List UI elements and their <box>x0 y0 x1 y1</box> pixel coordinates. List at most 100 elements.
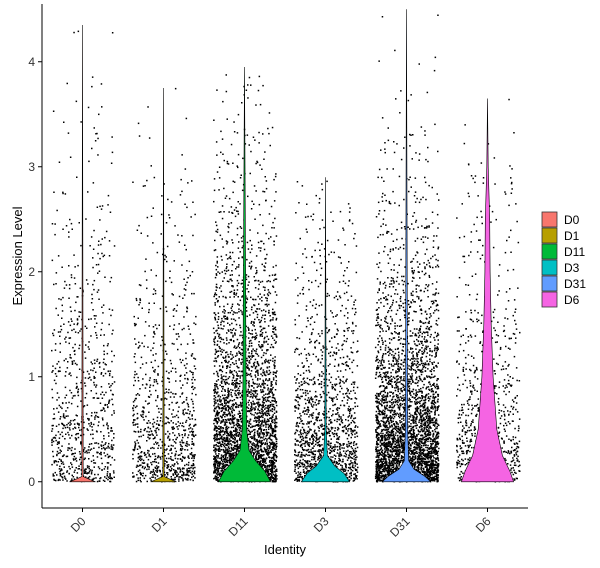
data-point <box>182 442 184 444</box>
data-point <box>182 409 184 411</box>
data-point <box>319 255 321 257</box>
data-point <box>193 472 196 475</box>
data-point <box>167 391 170 394</box>
data-point <box>256 444 258 446</box>
data-point <box>257 89 260 92</box>
data-point <box>65 455 68 458</box>
data-point <box>262 84 264 87</box>
data-point <box>90 361 92 363</box>
data-point <box>233 131 236 133</box>
data-point <box>259 437 262 439</box>
data-point <box>263 394 265 396</box>
data-point <box>217 379 220 381</box>
data-point <box>268 406 271 409</box>
data-point <box>256 398 258 401</box>
data-point <box>170 469 172 472</box>
data-point <box>217 455 219 457</box>
data-point <box>67 321 70 323</box>
data-point <box>71 320 73 322</box>
data-point <box>264 437 267 440</box>
data-point <box>169 438 171 441</box>
data-point <box>235 432 237 434</box>
data-point <box>347 430 349 432</box>
data-point <box>266 440 268 442</box>
data-point <box>103 350 105 353</box>
data-point <box>61 473 64 475</box>
data-point <box>253 185 256 187</box>
data-point <box>110 389 112 392</box>
data-point <box>73 350 75 352</box>
data-point <box>262 414 264 416</box>
data-point <box>100 409 102 412</box>
jitter-points <box>51 14 521 483</box>
data-point <box>174 367 177 370</box>
data-point <box>64 427 67 429</box>
data-point <box>148 402 150 404</box>
data-point <box>264 399 266 401</box>
data-point <box>113 472 115 474</box>
data-point <box>135 397 137 400</box>
data-point <box>263 447 265 449</box>
data-point <box>266 253 268 256</box>
data-point <box>96 132 98 135</box>
data-point <box>215 350 217 353</box>
data-point <box>233 424 235 427</box>
data-point <box>69 437 71 439</box>
data-point <box>178 241 181 243</box>
data-point <box>220 290 223 293</box>
data-point <box>63 466 65 468</box>
data-point <box>219 442 221 444</box>
data-point <box>108 383 110 385</box>
data-point <box>274 359 276 362</box>
data-point <box>148 431 150 433</box>
data-point <box>170 478 173 480</box>
data-point <box>78 424 80 426</box>
data-point <box>75 457 77 460</box>
data-point <box>228 400 230 403</box>
data-point <box>165 222 168 224</box>
data-point <box>271 427 273 430</box>
data-point <box>141 458 143 460</box>
data-point <box>259 461 261 463</box>
data-point <box>138 135 141 137</box>
data-point <box>236 346 238 349</box>
data-point <box>97 424 99 427</box>
data-point <box>108 402 110 404</box>
data-point <box>258 203 261 206</box>
data-point <box>226 444 228 447</box>
data-point <box>246 288 248 290</box>
data-point <box>254 416 256 418</box>
data-point <box>150 470 152 473</box>
data-point <box>229 418 231 420</box>
data-point <box>173 308 176 310</box>
data-point <box>172 428 174 430</box>
data-point <box>224 405 226 407</box>
data-point <box>259 454 261 456</box>
data-point <box>263 327 266 330</box>
data-point <box>78 423 80 425</box>
data-point <box>259 281 262 283</box>
data-point <box>216 477 218 479</box>
data-point <box>177 458 179 460</box>
data-point <box>103 437 105 440</box>
data-point <box>106 447 108 449</box>
data-point <box>103 254 106 257</box>
data-point <box>75 467 77 469</box>
data-point <box>259 460 262 462</box>
data-point <box>167 421 169 423</box>
data-point <box>153 447 155 450</box>
data-point <box>69 324 72 327</box>
data-point <box>223 401 226 403</box>
data-point <box>257 455 260 458</box>
data-point <box>189 370 191 372</box>
data-point <box>263 432 265 434</box>
data-point <box>222 385 224 388</box>
data-point <box>140 435 142 438</box>
data-point <box>268 112 271 114</box>
data-point <box>219 368 221 371</box>
data-point <box>85 476 87 478</box>
data-point <box>270 474 273 477</box>
data-point <box>230 351 232 353</box>
data-point <box>229 457 231 459</box>
data-point <box>267 453 270 455</box>
